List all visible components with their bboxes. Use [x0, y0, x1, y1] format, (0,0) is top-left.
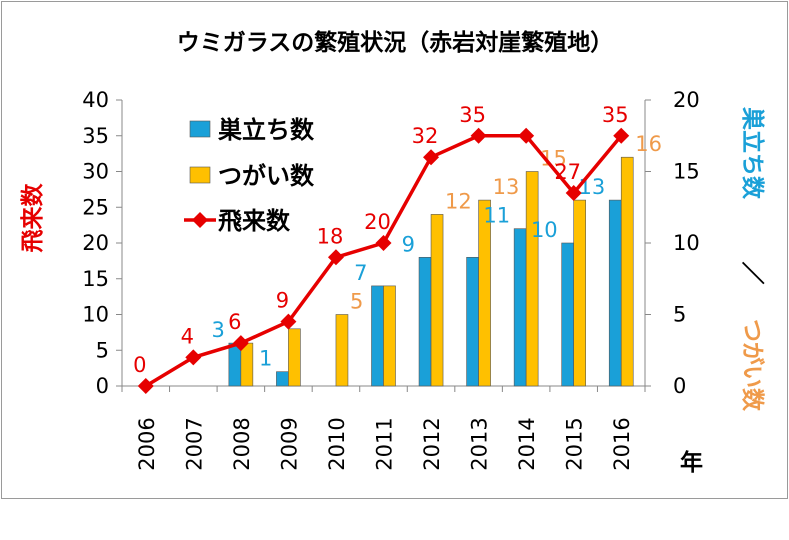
y-axis-title-right-sep: ／	[739, 262, 766, 285]
bar-sudachi	[371, 285, 384, 387]
y-tick-label-left: 35	[82, 124, 109, 148]
point-hirai	[185, 349, 202, 366]
y-tick-label-right: 15	[673, 160, 700, 184]
y-tick-label-right: 0	[673, 374, 686, 398]
x-tick-label: 2007	[182, 417, 206, 470]
bar-sudachi	[276, 371, 289, 387]
data-label-tsugai: 12	[445, 189, 472, 213]
bar-sudachi	[418, 256, 432, 387]
bar-tsugai	[430, 214, 444, 387]
data-label-hirai: 32	[412, 124, 439, 148]
bar-tsugai	[383, 285, 396, 387]
x-tick-label: 2010	[325, 417, 349, 470]
data-label-sudachi: 11	[483, 204, 510, 228]
legend-marker-hirai	[192, 212, 208, 228]
data-label-hirai: 4	[181, 324, 194, 348]
data-label-hirai: 9	[276, 289, 289, 313]
data-label-tsugai: 13	[493, 175, 520, 199]
legend-label-sudachi: 巣立ち数	[217, 116, 315, 144]
bar-sudachi	[561, 242, 574, 387]
legend-label-hirai: 飛来数	[218, 207, 291, 235]
data-label-hirai: 35	[459, 103, 486, 127]
bar-tsugai	[335, 314, 349, 387]
legend-swatch-tsugai	[189, 166, 211, 184]
chart-frame	[1, 1, 788, 499]
bar-tsugai	[478, 199, 491, 387]
point-hirai	[518, 127, 535, 144]
bar-tsugai	[288, 328, 301, 387]
x-tick-label: 2009	[277, 417, 301, 470]
y-tick-label-right: 5	[673, 303, 686, 327]
point-hirai	[470, 127, 487, 144]
data-label-hirai: 6	[228, 310, 241, 334]
data-label-tsugai: 16	[635, 132, 662, 156]
bar-sudachi	[228, 342, 242, 387]
point-hirai	[613, 127, 630, 144]
y-axis-title-right-2: つがい数	[739, 319, 766, 412]
bar-sudachi	[608, 199, 622, 387]
point-hirai	[375, 235, 392, 251]
y-tick-label-right: 10	[673, 231, 700, 255]
bar-tsugai	[620, 156, 634, 387]
data-label-hirai: 18	[317, 224, 344, 248]
bar-tsugai	[573, 199, 586, 387]
data-label-sudachi: 3	[211, 318, 224, 342]
point-hirai	[137, 378, 154, 394]
y-tick-label-left: 20	[82, 231, 109, 255]
legend-label-tsugai: つがい数	[218, 162, 315, 190]
data-label-sudachi: 10	[531, 218, 558, 242]
x-axis-title: 年	[680, 449, 703, 476]
point-hirai	[565, 184, 582, 201]
bar-tsugai	[525, 171, 539, 387]
data-label-sudachi: 7	[354, 261, 367, 285]
x-tick-label: 2015	[563, 417, 587, 470]
data-label-tsugai: 5	[350, 290, 363, 314]
y-tick-label-left: 0	[96, 374, 109, 398]
data-label-sudachi: 13	[578, 175, 605, 199]
point-hirai	[423, 149, 440, 166]
x-tick-label: 2011	[373, 417, 397, 470]
data-label-hirai: 20	[364, 210, 391, 234]
bar-sudachi	[513, 228, 527, 387]
y-tick-label-left: 30	[82, 160, 109, 184]
y-tick-label-left: 10	[82, 303, 109, 327]
point-hirai	[232, 335, 249, 352]
point-hirai	[327, 249, 344, 266]
y-tick-label-left: 25	[82, 195, 109, 219]
y-axis-title-left: 飛来数	[20, 183, 46, 253]
x-tick-label: 2012	[420, 417, 444, 470]
data-label-sudachi: 1	[259, 347, 272, 371]
x-tick-label: 2014	[515, 417, 539, 470]
y-tick-label-right: 20	[673, 88, 700, 112]
bar-sudachi	[466, 256, 479, 387]
x-tick-label: 2013	[468, 417, 492, 470]
y-tick-label-left: 15	[82, 267, 109, 291]
data-label-hirai: 35	[602, 103, 629, 127]
bar-tsugai	[240, 342, 254, 387]
x-tick-label: 2008	[230, 417, 254, 470]
x-tick-label: 2006	[135, 417, 159, 470]
legend-swatch-sudachi	[189, 120, 211, 138]
point-hirai	[280, 313, 297, 330]
x-tick-label: 2016	[610, 417, 634, 470]
chart-title: ウミガラスの繁殖状況（赤岩対崖繁殖地）	[177, 29, 614, 56]
y-tick-label-left: 40	[82, 88, 109, 112]
y-axis-title-right-1: 巣立ち数	[739, 106, 766, 200]
y-tick-label-left: 5	[96, 338, 109, 362]
data-label-hirai: 27	[554, 160, 581, 184]
data-label-hirai: 0	[133, 353, 146, 377]
data-label-sudachi: 9	[402, 232, 415, 256]
